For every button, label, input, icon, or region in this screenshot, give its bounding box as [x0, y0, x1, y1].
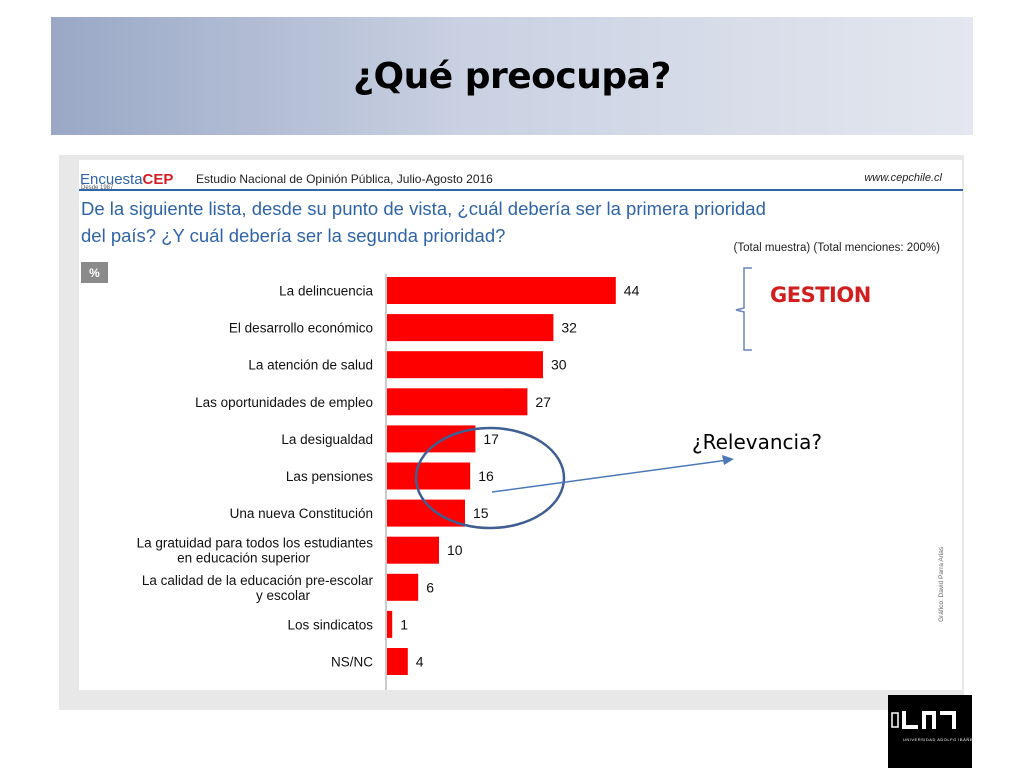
data-label-7: 10	[447, 542, 463, 558]
data-label-6: 15	[473, 505, 489, 521]
data-label-3: 27	[535, 394, 551, 410]
category-label-7: La gratuidad para todos los estudiantes e…	[137, 536, 374, 566]
category-label-line: y escolar	[256, 588, 311, 603]
bar-1	[387, 314, 554, 342]
survey-question: De la siguiente lista, desde su punto de…	[81, 195, 951, 249]
bar-10	[387, 648, 408, 675]
survey-brand: EncuestaCEP	[80, 171, 173, 188]
bar-7	[387, 536, 439, 564]
question-line-1: De la siguiente lista, desde su punto de…	[81, 198, 766, 219]
category-label-line: La delincuencia	[279, 284, 373, 299]
data-label-8: 6	[426, 579, 434, 595]
category-label-line: El desarrollo económico	[229, 321, 373, 336]
data-label-4: 17	[483, 431, 499, 447]
category-label-line: Los sindicatos	[287, 617, 373, 632]
relevancia-arrow-line	[491, 459, 729, 493]
relevancia-annotation: ¿Relevancia?	[692, 430, 822, 454]
base-note: (Total muestra) (Total menciones: 200%)	[733, 242, 940, 254]
question-line-2: del país? ¿Y cuál debería ser la segunda…	[81, 225, 506, 246]
category-label-8: La calidad de la educación pre-escolar y …	[142, 573, 374, 603]
relevancia-arrowhead	[722, 455, 734, 465]
bar-8	[387, 573, 419, 601]
category-label-5: Las pensiones	[286, 469, 373, 484]
survey-site: www.cepchile.cl	[864, 172, 942, 184]
brand-prefix: Encuesta	[80, 171, 143, 188]
slide-title: ¿Qué preocupa?	[353, 55, 671, 97]
category-label-10: NS/NC	[331, 655, 373, 670]
category-label-6: Una nueva Constitución	[230, 506, 373, 521]
category-label-line: Una nueva Constitución	[230, 506, 373, 521]
bar-0	[387, 277, 616, 304]
university-logo	[888, 695, 972, 768]
category-label-4: La desigualdad	[281, 432, 373, 447]
gestion-bracket	[735, 267, 752, 351]
data-label-9: 1	[400, 616, 408, 632]
category-label-line: La gratuidad para todos los estudiantes	[137, 536, 374, 551]
unit-badge: %	[81, 262, 108, 283]
data-label-0: 44	[624, 283, 640, 299]
data-label-10: 4	[416, 654, 424, 670]
category-label-line: Las pensiones	[286, 469, 373, 484]
bar-5	[387, 462, 471, 490]
data-label-5: 16	[478, 468, 494, 484]
bars-group: 44 La delincuencia 32 El desarrollo económi…	[137, 277, 640, 675]
bar-9	[387, 610, 393, 638]
category-label-0: La delincuencia	[279, 284, 373, 299]
logo-mark-icon	[891, 711, 956, 729]
title-bar: ¿Qué preocupa?	[51, 17, 973, 135]
logo-label: UNIVERSIDAD ADOLFO IBÁÑEZ	[903, 737, 976, 742]
category-label-line: La desigualdad	[281, 432, 373, 447]
gestion-annotation: GESTION	[770, 283, 871, 307]
brand-since: Desde 1987	[81, 185, 114, 191]
data-label-1: 32	[561, 320, 577, 336]
category-label-line: La calidad de la educación pre-escolar	[142, 573, 374, 588]
category-label-line: NS/NC	[331, 655, 373, 670]
highlight-ellipse	[414, 426, 566, 530]
chart-card	[79, 160, 962, 690]
study-name: Estudio Nacional de Opinión Pública, Jul…	[196, 172, 493, 186]
category-label-3: Las oportunidades de empleo	[195, 395, 373, 410]
category-label-1: El desarrollo económico	[229, 321, 373, 336]
brand-suffix: CEP	[142, 171, 174, 188]
category-label-2: La atención de salud	[248, 358, 373, 373]
category-label-line: Las oportunidades de empleo	[195, 395, 373, 410]
category-label-line: La atención de salud	[248, 358, 373, 373]
category-label-line: en educación superior	[177, 551, 310, 566]
data-label-2: 30	[551, 357, 567, 373]
header-rule	[79, 189, 963, 191]
bar-2	[387, 351, 543, 379]
category-label-9: Los sindicatos	[287, 617, 373, 632]
bar-3	[387, 388, 528, 416]
